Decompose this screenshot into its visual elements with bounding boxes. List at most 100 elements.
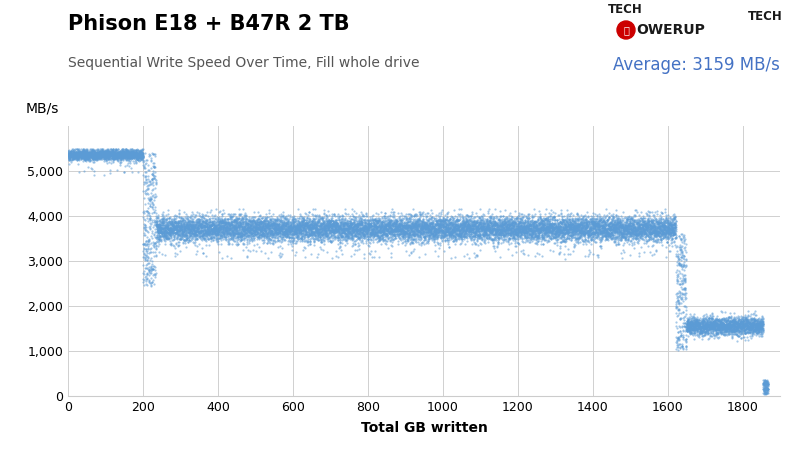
Point [586, 229, 599, 236]
Point [551, 229, 564, 236]
Point [387, 223, 400, 230]
Point [691, 318, 704, 325]
Point [154, 227, 166, 234]
Point [171, 224, 184, 231]
Point [545, 233, 558, 240]
Point [741, 322, 754, 329]
Point [356, 219, 369, 226]
Point [706, 319, 719, 326]
Point [440, 215, 453, 222]
Point [275, 227, 288, 234]
Point [73, 150, 86, 158]
Point [399, 222, 412, 230]
Point [482, 224, 494, 231]
Point [590, 216, 602, 223]
Point [231, 220, 244, 227]
Point [403, 218, 416, 225]
Point [577, 227, 590, 234]
Point [348, 226, 361, 233]
Point [350, 223, 363, 230]
Point [410, 220, 423, 227]
Point [560, 227, 573, 234]
Point [370, 222, 382, 230]
Point [246, 220, 258, 227]
Point [618, 222, 631, 229]
Point [535, 228, 548, 235]
Point [405, 225, 418, 232]
Point [263, 219, 276, 226]
Point [516, 219, 529, 226]
Point [324, 238, 337, 245]
Point [714, 320, 727, 328]
Point [594, 229, 607, 236]
Point [427, 214, 440, 221]
Point [429, 234, 442, 241]
Point [359, 224, 372, 231]
Point [164, 240, 177, 247]
Point [335, 229, 348, 236]
Point [664, 220, 677, 227]
Point [345, 231, 358, 239]
Point [610, 211, 622, 218]
Point [376, 216, 389, 223]
Point [627, 228, 640, 235]
Point [129, 154, 142, 161]
Point [735, 315, 748, 322]
Point [368, 226, 381, 233]
Point [240, 229, 253, 236]
Point [419, 230, 432, 238]
Point [290, 230, 303, 237]
Point [86, 165, 98, 172]
Point [673, 259, 686, 266]
Point [428, 235, 441, 242]
Point [321, 217, 334, 224]
Point [233, 224, 246, 231]
Point [461, 226, 474, 234]
Point [749, 317, 762, 324]
Point [506, 213, 518, 220]
Point [276, 222, 289, 230]
Point [538, 229, 551, 236]
Point [522, 225, 535, 233]
Point [331, 225, 344, 232]
Point [410, 217, 422, 225]
Point [734, 324, 746, 331]
Point [126, 150, 139, 157]
Point [751, 322, 764, 329]
Point [436, 232, 449, 239]
Point [143, 198, 156, 205]
Point [101, 150, 114, 157]
Point [94, 148, 106, 156]
Point [682, 324, 694, 332]
Point [206, 219, 218, 226]
Point [83, 148, 96, 155]
Point [154, 228, 166, 235]
Point [570, 222, 583, 229]
Point [480, 224, 493, 231]
Point [303, 216, 316, 224]
Point [207, 225, 220, 233]
Point [522, 236, 534, 243]
Point [144, 217, 157, 224]
Point [729, 319, 742, 326]
Point [706, 320, 718, 327]
Point [585, 225, 598, 232]
Point [659, 253, 672, 260]
Point [331, 220, 344, 228]
Point [301, 220, 314, 227]
Point [564, 232, 577, 239]
Point [734, 323, 746, 330]
Point [123, 150, 136, 157]
Point [369, 227, 382, 234]
Point [682, 319, 694, 326]
Point [281, 223, 294, 230]
Point [484, 226, 497, 233]
Point [332, 223, 345, 230]
Point [497, 230, 510, 237]
Point [662, 230, 675, 238]
Point [326, 225, 338, 232]
Point [78, 146, 90, 153]
Point [162, 225, 174, 232]
Point [134, 154, 147, 162]
Point [757, 379, 770, 386]
